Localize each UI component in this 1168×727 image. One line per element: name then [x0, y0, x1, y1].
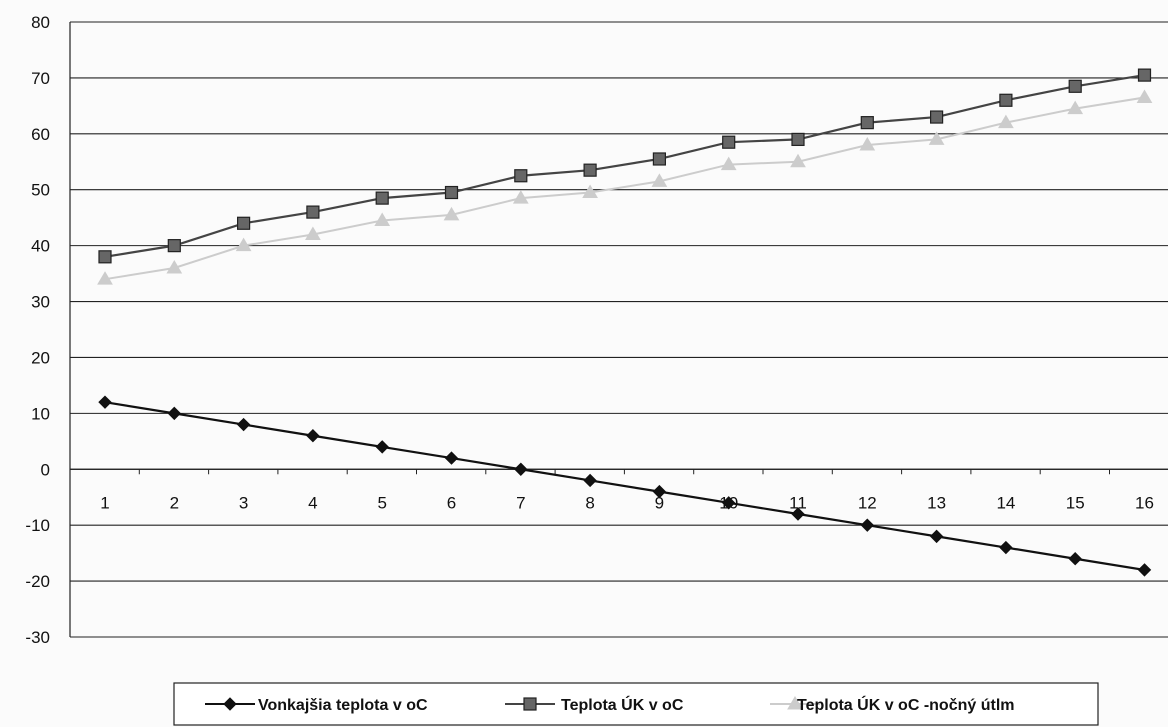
data-point — [652, 152, 667, 166]
data-point — [791, 132, 805, 147]
data-point — [860, 518, 875, 532]
data-point — [928, 131, 945, 145]
data-point — [999, 540, 1013, 555]
legend-box — [173, 682, 1099, 726]
data-point — [860, 116, 874, 130]
x-tick-label: 16 — [1135, 493, 1154, 512]
data-point — [306, 429, 320, 443]
series — [97, 68, 1153, 577]
data-point — [443, 206, 460, 221]
y-tick-label: 20 — [31, 348, 50, 367]
data-point — [374, 212, 391, 226]
data-point — [1137, 68, 1152, 82]
axes — [69, 22, 1168, 637]
data-point — [791, 507, 805, 521]
data-point — [306, 205, 320, 219]
x-tick-label: 11 — [789, 493, 807, 512]
y-tick-label: 10 — [31, 404, 50, 423]
x-tick-label: 8 — [585, 493, 594, 512]
series-line — [104, 401, 1145, 571]
data-point — [512, 190, 529, 204]
data-point — [1067, 100, 1084, 115]
legend-marker — [523, 697, 537, 711]
y-tick-label: 60 — [31, 125, 50, 144]
data-point — [999, 93, 1013, 107]
data-point — [1068, 552, 1082, 566]
data-point — [444, 451, 459, 465]
y-tick-label: 50 — [31, 181, 50, 200]
data-point — [237, 216, 251, 230]
data-point — [167, 239, 181, 253]
series-0 — [98, 395, 1152, 577]
legend-label: Vonkajšia teplota v oC — [258, 697, 428, 714]
x-tick-label: 4 — [308, 493, 317, 512]
y-tick-label: 30 — [31, 293, 50, 312]
data-point — [375, 191, 389, 205]
y-tick-label: -20 — [25, 572, 50, 591]
data-point — [167, 406, 182, 421]
series-line — [104, 96, 1145, 281]
data-point — [583, 163, 597, 177]
y-tick-label: -30 — [25, 628, 50, 647]
data-point — [720, 156, 737, 171]
data-point — [582, 184, 598, 199]
data-point — [375, 440, 389, 454]
data-point — [998, 114, 1014, 129]
legend-marker — [223, 697, 237, 711]
y-tick-label: 70 — [31, 69, 50, 88]
data-point — [1136, 89, 1153, 103]
x-tick-label: 15 — [1066, 493, 1085, 512]
x-tick-labels: 12345678910111213141516 — [100, 493, 1154, 512]
series-2 — [97, 89, 1153, 285]
x-tick-label: 1 — [100, 493, 109, 512]
data-point — [97, 271, 113, 285]
y-tick-labels: 80 70 60 50 40 30 20 10 0 -10 -20 -30 — [25, 13, 50, 647]
y-tick-label: 40 — [31, 237, 50, 256]
legend-marker — [787, 696, 803, 710]
data-point — [1068, 79, 1082, 93]
x-tick-label: 2 — [170, 493, 179, 512]
y-tick-label: 0 — [41, 460, 50, 479]
y-tick-label: 80 — [31, 13, 50, 32]
data-point — [859, 137, 876, 151]
data-point — [722, 135, 736, 149]
x-tick-label: 14 — [996, 493, 1015, 512]
data-point — [166, 260, 183, 274]
x-tick-label: 13 — [927, 493, 946, 512]
x-tick-label: 6 — [447, 493, 456, 512]
data-point — [721, 496, 736, 510]
data-point — [583, 473, 597, 488]
data-point — [652, 484, 667, 499]
x-tick-label: 12 — [858, 493, 877, 512]
legend-label: Teplota ÚK v oC — [561, 695, 684, 714]
x-tick-label: 5 — [377, 493, 386, 512]
x-tick-label: 9 — [655, 493, 664, 512]
x-tick-label: 3 — [239, 493, 248, 512]
x-tick-label: 7 — [516, 493, 525, 512]
legend-label: Teplota ÚK v oC -nočný útlm — [797, 695, 1014, 714]
series-line — [104, 74, 1145, 258]
data-point — [790, 153, 806, 168]
data-point — [305, 226, 321, 240]
data-point — [929, 529, 944, 544]
series-1 — [98, 68, 1152, 264]
data-point — [514, 462, 528, 476]
data-point — [444, 185, 459, 200]
data-point — [98, 395, 112, 409]
data-point — [514, 169, 528, 183]
data-point — [98, 250, 112, 264]
data-point — [1137, 563, 1152, 577]
data-point — [236, 417, 251, 432]
data-point — [929, 110, 944, 124]
data-point — [651, 173, 668, 187]
y-tick-label: -10 — [25, 516, 50, 535]
legend: Vonkajšia teplota v oC Teplota ÚK v oC Tep… — [173, 682, 1099, 726]
data-point — [235, 237, 252, 252]
